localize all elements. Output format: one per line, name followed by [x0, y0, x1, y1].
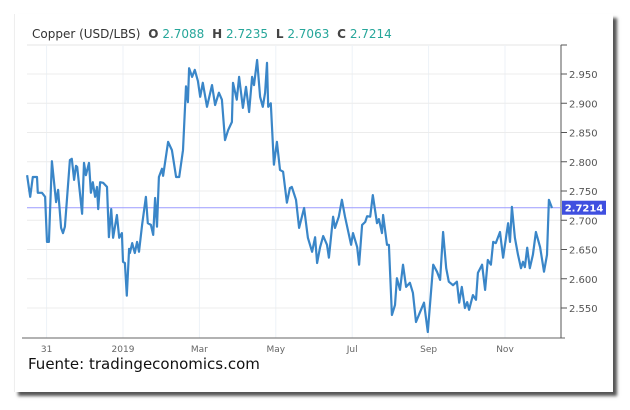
x-tick-label: Nov: [496, 345, 514, 355]
open-label: O: [148, 27, 159, 41]
chart-title: Copper (USD/LBS): [32, 27, 141, 41]
y-tick-label: 2.650: [569, 246, 598, 257]
high-label: H: [212, 27, 223, 41]
y-tick-label: 2.900: [569, 99, 598, 110]
y-tick-label: 2.550: [569, 304, 598, 315]
x-tick-label: 2019: [112, 345, 135, 355]
source-caption: Fuente: tradingeconomics.com: [28, 355, 260, 373]
chart-card: [14, 14, 613, 392]
high-value: 2.7235: [226, 27, 269, 41]
y-tick-label: 2.850: [569, 129, 598, 140]
x-tick-label: May: [266, 345, 285, 355]
x-tick-label: 31: [41, 345, 52, 355]
low-value: 2.7063: [287, 27, 330, 41]
x-tick-label: Jul: [346, 345, 358, 355]
chart-title-bar: Copper (USD/LBS) O 2.7088 H 2.7235 L 2.7…: [32, 27, 392, 41]
x-tick-label: Mar: [191, 345, 208, 355]
x-tick-label: Sep: [420, 345, 437, 355]
y-tick-label: 2.700: [569, 216, 598, 227]
y-tick-label: 2.750: [569, 187, 598, 198]
y-tick-label: 2.800: [569, 158, 598, 169]
close-value: 2.7214: [349, 27, 392, 41]
y-tick-label: 2.600: [569, 275, 598, 286]
open-value: 2.7088: [162, 27, 205, 41]
price-series-line: [26, 58, 554, 334]
last-price-badge: [562, 200, 606, 215]
close-label: C: [337, 27, 346, 41]
last-price-label: 2.7214: [565, 204, 604, 215]
y-tick-label: 2.950: [569, 70, 598, 81]
low-label: L: [275, 27, 284, 41]
